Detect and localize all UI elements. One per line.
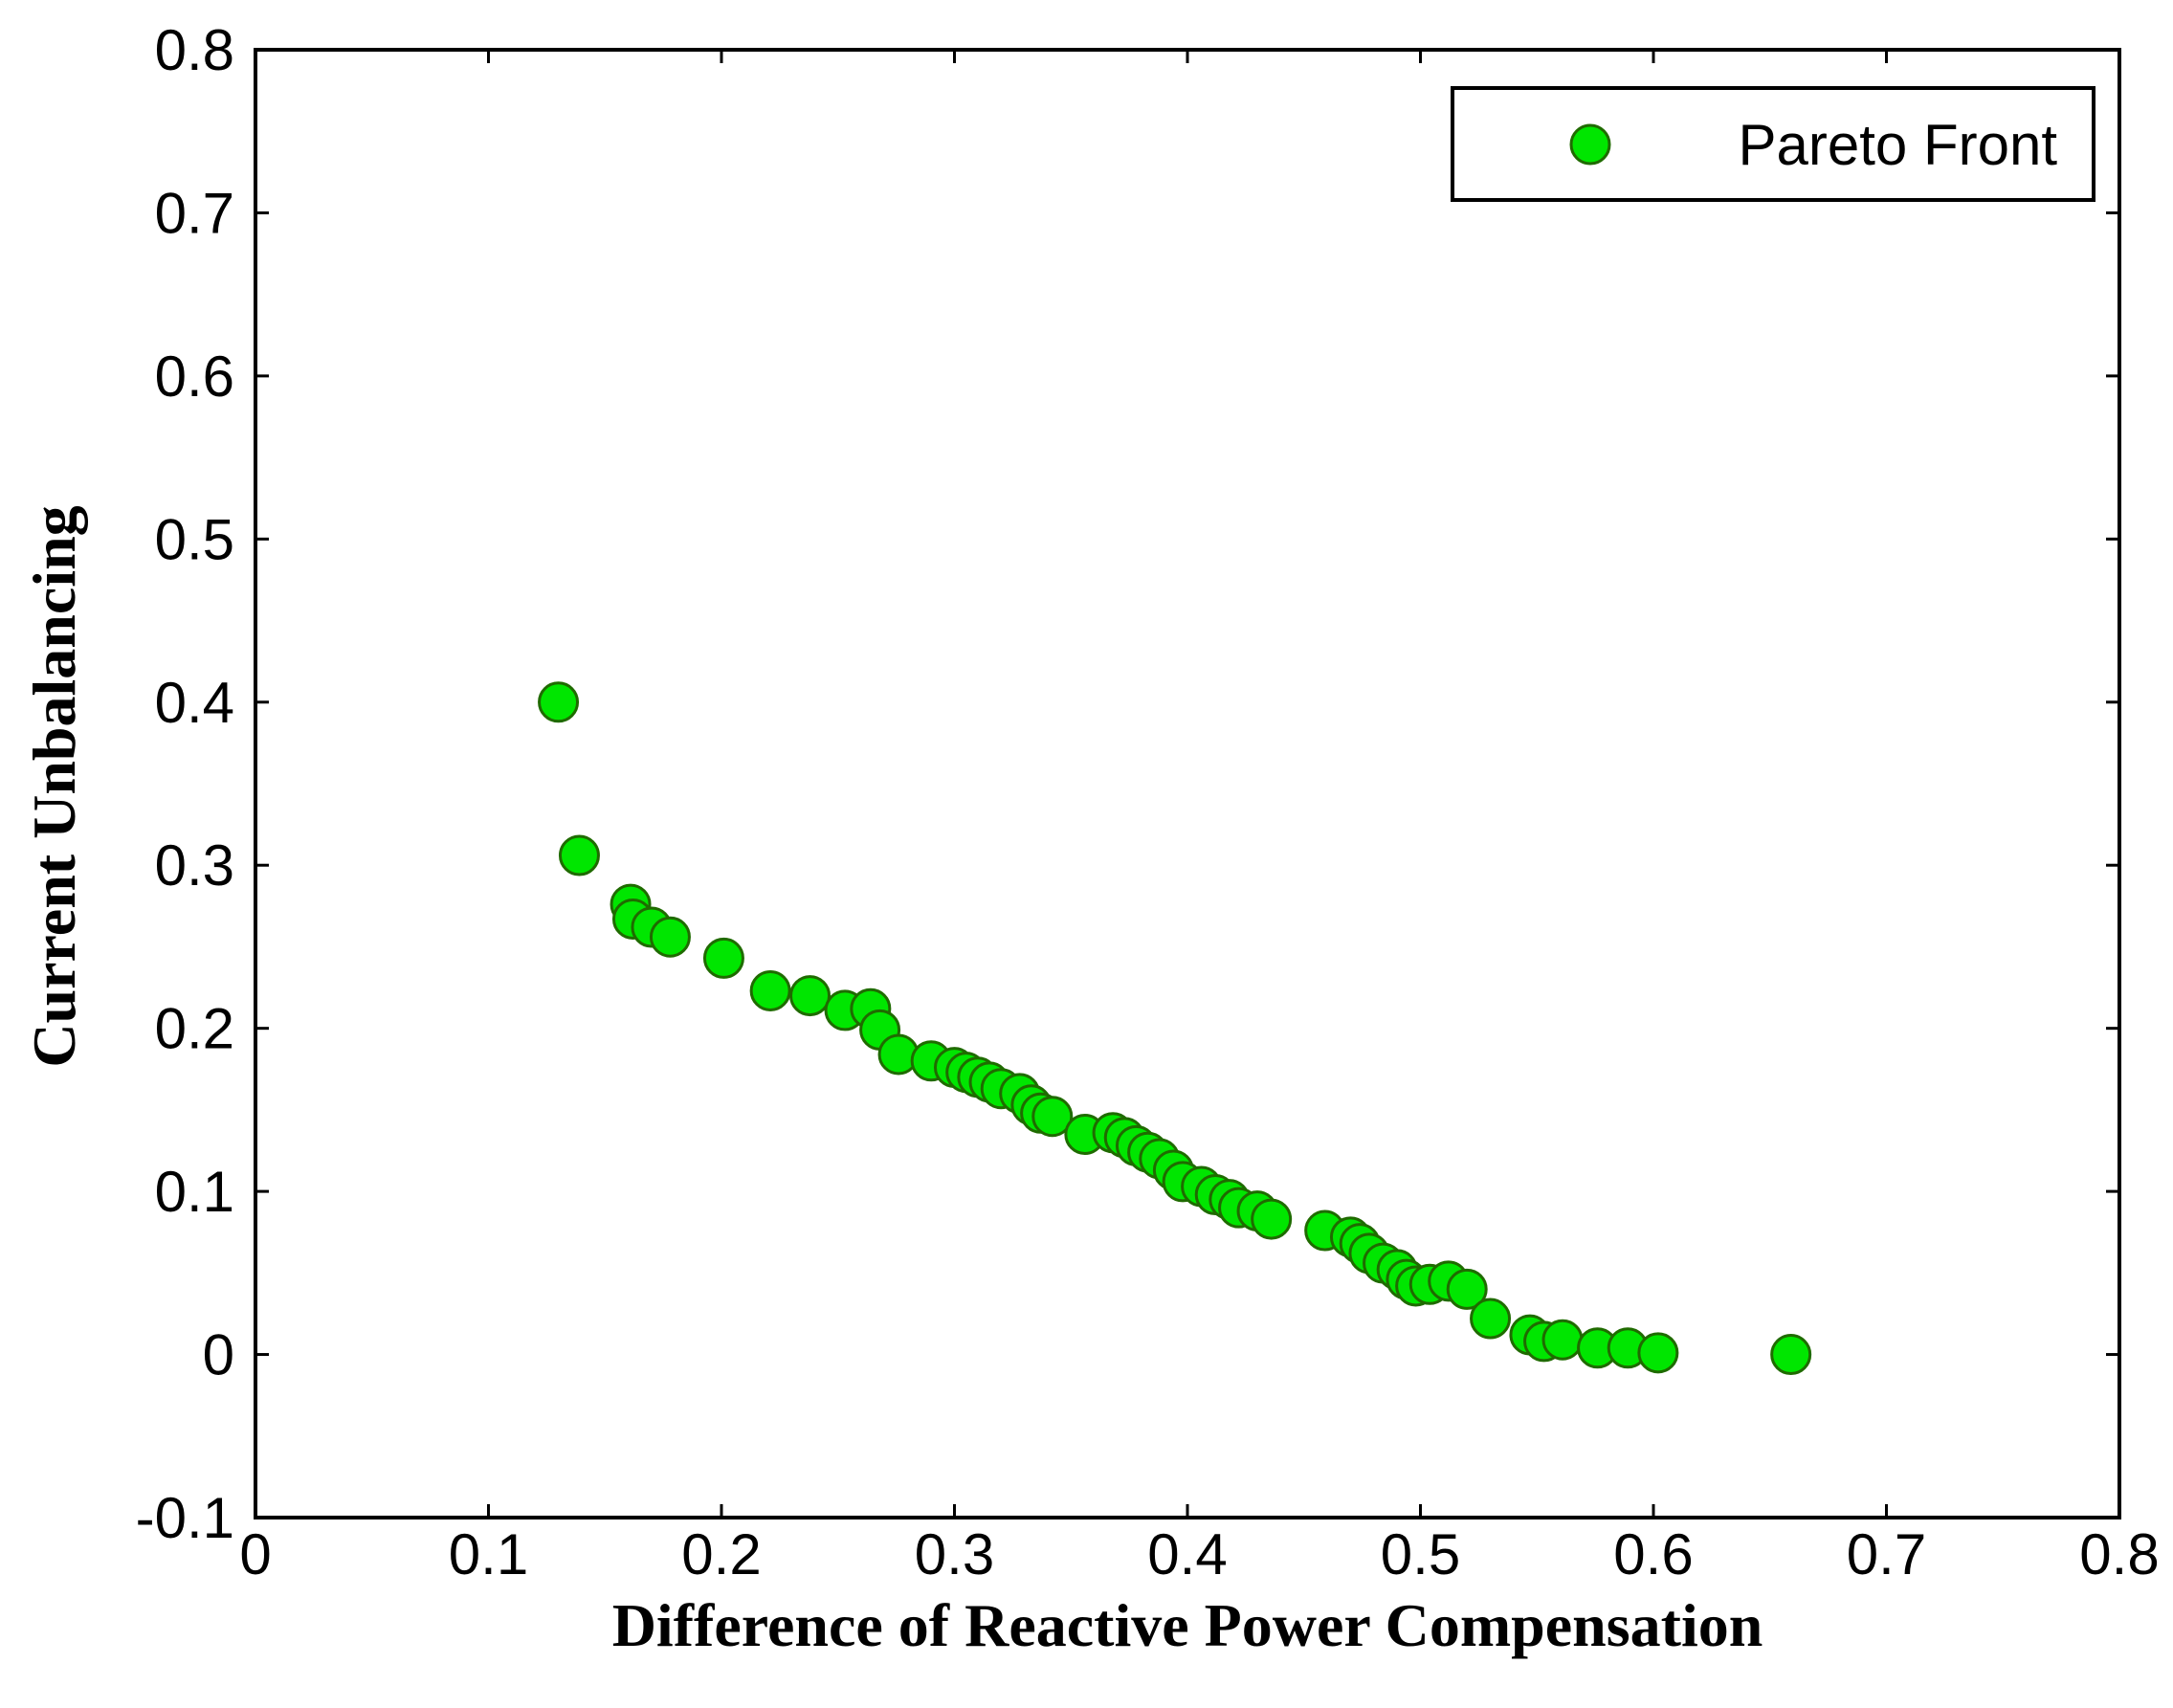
legend-box bbox=[1451, 86, 2095, 202]
y-tick-label: 0.5 bbox=[155, 507, 234, 571]
x-tick-labels: 0 0.1 0.2 0.3 0.4 0.5 0.6 0.7 0.8 bbox=[239, 1522, 2159, 1586]
x-tick-label: 0.6 bbox=[1613, 1522, 1693, 1586]
x-tick-label: 0.5 bbox=[1381, 1522, 1460, 1586]
y-tick-label: 0.4 bbox=[155, 671, 234, 735]
data-points bbox=[538, 681, 1812, 1376]
data-point bbox=[538, 681, 580, 723]
x-tick-label: 0 bbox=[239, 1522, 271, 1586]
data-point bbox=[558, 834, 600, 876]
plot-area-frame bbox=[254, 48, 2121, 1519]
y-tick-label: 0.6 bbox=[155, 344, 234, 409]
x-axis-title: Difference of Reactive Power Compensatio… bbox=[612, 1591, 1763, 1659]
x-tick-label: 0.4 bbox=[1147, 1522, 1227, 1586]
legend-marker bbox=[1569, 123, 1611, 166]
data-point bbox=[1770, 1334, 1812, 1376]
data-point bbox=[1251, 1198, 1293, 1240]
y-tick-label: 0.7 bbox=[155, 181, 234, 245]
y-tick-label: 0.1 bbox=[155, 1160, 234, 1224]
x-tick-label: 0.8 bbox=[2079, 1522, 2159, 1586]
data-point bbox=[1541, 1319, 1584, 1361]
data-point bbox=[749, 969, 791, 1011]
y-tick-label: 0.8 bbox=[155, 18, 234, 82]
x-tick-label: 0.7 bbox=[1847, 1522, 1926, 1586]
y-tick-label: 0.2 bbox=[155, 997, 234, 1061]
y-tick-label: -0.1 bbox=[136, 1486, 234, 1550]
legend-label: Pareto Front bbox=[1739, 113, 2058, 177]
y-tick-labels: -0.1 0 0.1 0.2 0.3 0.4 0.5 0.6 0.7 0.8 bbox=[136, 18, 234, 1550]
y-tick-label: 0.3 bbox=[155, 833, 234, 898]
y-axis-title: Current Unbalancing bbox=[20, 505, 88, 1067]
data-point bbox=[1446, 1268, 1488, 1310]
data-point bbox=[1031, 1096, 1074, 1138]
data-point bbox=[1470, 1298, 1512, 1340]
data-point bbox=[789, 975, 832, 1017]
data-point bbox=[649, 916, 691, 958]
data-point bbox=[702, 937, 744, 979]
x-tick-label: 0.1 bbox=[449, 1522, 528, 1586]
data-point bbox=[1637, 1332, 1679, 1374]
x-tick-label: 0.2 bbox=[681, 1522, 761, 1586]
y-tick-label: 0 bbox=[203, 1323, 234, 1387]
legend: Pareto Front bbox=[1451, 86, 2095, 202]
x-tick-label: 0.3 bbox=[915, 1522, 994, 1586]
